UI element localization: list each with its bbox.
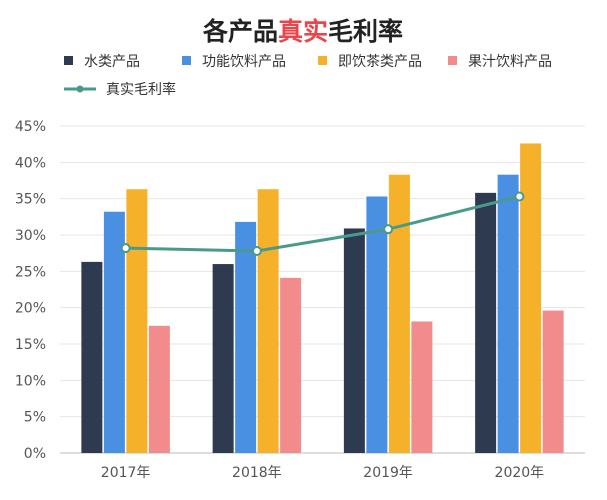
y-tick-label-2: 10%	[15, 373, 46, 389]
trend-point-4	[514, 191, 525, 202]
bar-1-4	[475, 192, 497, 453]
y-tick-label-4: 20%	[15, 301, 46, 317]
trend-point-1	[120, 243, 131, 254]
gridlines	[60, 125, 585, 454]
y-tick-label-0: 0%	[24, 446, 46, 462]
bar-2-3	[366, 196, 388, 453]
bar-3-3	[388, 174, 410, 454]
legend-swatch-4	[448, 56, 457, 65]
bar-3-4	[520, 143, 542, 453]
y-tick-label-9: 45%	[15, 119, 46, 135]
bar-4-2	[280, 277, 302, 453]
bar-2-2	[235, 221, 257, 453]
bars	[81, 143, 564, 454]
bar-2-1	[103, 211, 125, 453]
legend-label-4: 果汁饮料产品	[468, 54, 552, 70]
bar-1-1	[81, 261, 103, 453]
chart-title-part-highlight: 真实	[278, 17, 328, 46]
bar-4-4	[542, 310, 564, 453]
bar-3-2	[257, 189, 279, 453]
bar-3-1	[126, 189, 148, 453]
legend-line-marker	[76, 85, 84, 93]
legend-swatch-2	[182, 56, 191, 65]
trend-point-3	[383, 224, 394, 235]
legend-swatch-3	[318, 56, 327, 65]
y-tick-label-8: 40%	[15, 155, 46, 171]
y-tick-label-1: 5%	[24, 410, 46, 426]
x-tick-label-2: 2018年	[232, 465, 282, 481]
y-tick-label-6: 30%	[15, 228, 46, 244]
x-tick-label-4: 2020年	[495, 465, 545, 481]
chart-title-part-3: 毛利率	[328, 17, 403, 46]
bar-1-2	[212, 264, 234, 453]
bar-2-4	[497, 174, 519, 454]
chart-title-part-1: 各产品	[202, 17, 278, 46]
legend-label-1: 水类产品	[84, 54, 140, 70]
y-tick-label-3: 15%	[15, 337, 46, 353]
bar-4-1	[148, 325, 170, 453]
y-tick-label-5: 25%	[15, 264, 46, 280]
trend-line-group	[120, 191, 525, 256]
legend-label-3: 即饮茶类产品	[338, 54, 422, 70]
legend-label-line: 真实毛利率	[106, 81, 176, 98]
x-axis: 2017年 2018年 2019年 2020年	[101, 465, 544, 481]
y-tick-label-7: 35%	[15, 192, 46, 208]
trend-point-2	[251, 245, 262, 256]
legend-swatch-1	[64, 56, 73, 65]
bar-1-3	[343, 228, 365, 453]
bar-4-3	[411, 321, 433, 453]
y-axis: 0% 5% 10% 15% 20% 25% 30% 35% 40% 45%	[15, 119, 46, 462]
x-tick-label-1: 2017年	[101, 465, 151, 481]
chart-title: 各产品真实毛利率	[202, 17, 403, 46]
trend-line	[125, 195, 520, 253]
x-tick-label-3: 2019年	[363, 465, 413, 481]
legend-label-2: 功能饮料产品	[202, 54, 286, 70]
